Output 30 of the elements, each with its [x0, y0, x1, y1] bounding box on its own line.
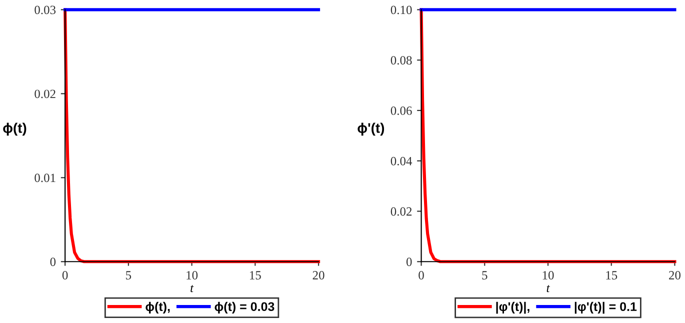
- x-tick-label: 0: [62, 271, 68, 280]
- y-tick-label: 0.02: [390, 207, 412, 216]
- x-tick-label: 20: [669, 271, 680, 280]
- y-tick-label: 0.10: [390, 6, 412, 14]
- line-series: [64, 8, 320, 264]
- legend-label: ϕ(t),: [146, 302, 170, 314]
- legend-label: |φ'(t)| = 0.1: [574, 302, 637, 314]
- x-tick-label: 0: [418, 271, 424, 280]
- x-tick-label: 15: [606, 271, 618, 280]
- legend-label: |φ'(t)|,: [496, 302, 530, 314]
- y-tick-label: 0.02: [34, 90, 56, 98]
- legend-label: ϕ(t) = 0.03: [214, 302, 274, 314]
- x-tick-label: 5: [126, 271, 132, 280]
- x-axis-title: t: [190, 285, 194, 292]
- y-tick-label: 0.01: [34, 174, 56, 182]
- x-tick-label: 15: [250, 271, 261, 280]
- line-series: [420, 8, 676, 264]
- x-tick-label: 5: [482, 271, 488, 280]
- y-tick-label: 0.06: [390, 106, 412, 115]
- x-tick-label: 20: [312, 271, 324, 280]
- x-axis-title: t: [546, 285, 550, 292]
- x-tick-label: 10: [542, 271, 554, 280]
- x-tick-label: 10: [186, 271, 198, 280]
- y-axis-title: ϕ(t): [3, 122, 26, 136]
- y-tick-label: 0.03: [34, 6, 56, 14]
- y-tick-label: 0: [406, 258, 412, 266]
- y-axis-title: ϕ'(t): [358, 122, 384, 136]
- y-tick-label: 0.04: [390, 156, 412, 166]
- y-tick-label: 0.08: [390, 56, 412, 65]
- y-tick-label: 0: [50, 258, 56, 266]
